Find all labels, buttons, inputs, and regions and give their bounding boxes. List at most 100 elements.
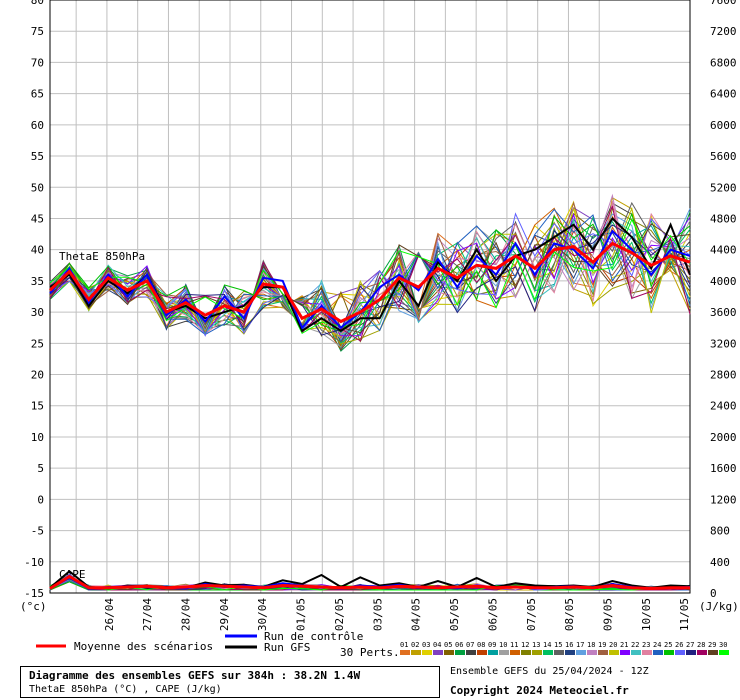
legend-pert-swatch [675, 650, 685, 655]
legend-pert-number: 19 [598, 641, 606, 649]
legend-pert-swatch [620, 650, 630, 655]
legend-pert-number: 07 [466, 641, 474, 649]
y-tick-label: 0 [37, 493, 44, 506]
run-info: Ensemble GEFS du 25/04/2024 - 12Z [450, 666, 649, 677]
legend-pert-swatch [598, 650, 608, 655]
legend-pert-number: 14 [543, 641, 551, 649]
legend-pert-number: 27 [686, 641, 694, 649]
legend-pert-number: 02 [411, 641, 419, 649]
series-cape-line-0 [49, 574, 690, 591]
x-tick-label: 10/05 [640, 598, 653, 631]
legend-pert-swatch [697, 650, 707, 655]
y-tick-label: 55 [31, 150, 44, 163]
x-tick-label: 26/04 [103, 598, 116, 631]
y-tick-label: 20 [31, 369, 44, 382]
x-tick-label: 29/04 [218, 598, 231, 631]
legend-pert-number: 03 [422, 641, 430, 649]
legend-pert-number: 28 [697, 641, 705, 649]
perturbation-line [49, 223, 691, 334]
y-tick-label: 45 [31, 212, 44, 225]
legend-pert-swatch [631, 650, 641, 655]
legend-perts-label: 30 Perts. [340, 646, 400, 659]
x-tick-label: 05/05 [448, 598, 461, 631]
legend-pert-swatch [554, 650, 564, 655]
y-tick-label: 30 [31, 306, 44, 319]
thetae-label: ThetaE 850hPa [59, 250, 145, 263]
y-axis-unit: (°c) [20, 600, 47, 613]
y-tick-label: 80 [31, 0, 44, 7]
y-tick-label: 35 [31, 275, 44, 288]
legend-pert-swatch [422, 650, 432, 655]
legend-pert-number: 15 [554, 641, 562, 649]
legend-pert-number: 25 [664, 641, 672, 649]
legend-pert-number: 18 [587, 641, 595, 649]
y-tick-label: 40 [31, 244, 44, 257]
y2-tick-label: 3600 [710, 306, 737, 319]
legend-pert-number: 06 [455, 641, 463, 649]
x-tick-label: 08/05 [563, 598, 576, 631]
chart-subtitle: ThetaE 850hPa (°C) , CAPE (J/kg) [29, 684, 222, 695]
x-tick-label: 30/04 [256, 598, 269, 631]
y2-tick-label: 5600 [710, 150, 737, 163]
y2-tick-label: 2000 [710, 431, 737, 444]
x-tick-label: 27/04 [141, 598, 154, 631]
y2-tick-label: 1600 [710, 462, 737, 475]
legend-pert-number: 04 [433, 641, 441, 649]
legend-pert-swatch [521, 650, 531, 655]
legend-moyenne-label: Moyenne des scénarios [74, 640, 213, 653]
legend-pert-swatch [609, 650, 619, 655]
y2-axis-unit: (J/kg) [699, 600, 739, 613]
y2-tick-label: 5200 [710, 181, 737, 194]
y2-tick-label: 4000 [710, 275, 737, 288]
legend-pert-swatch [466, 650, 476, 655]
x-tick-label: 28/04 [179, 598, 192, 631]
y-tick-label: -5 [31, 525, 44, 538]
chart-title: Diagramme des ensembles GEFS sur 384h : … [29, 669, 361, 682]
legend-pert-swatch [510, 650, 520, 655]
x-tick-label: 03/05 [371, 598, 384, 631]
legend-pert-swatch [576, 650, 586, 655]
legend-pert-swatch [400, 650, 410, 655]
y-tick-label: -15 [24, 587, 44, 600]
y-tick-label: 50 [31, 181, 44, 194]
legend-pert-swatch [499, 650, 509, 655]
y2-tick-label: 2400 [710, 400, 737, 413]
legend-pert-swatch [719, 650, 729, 655]
legend-pert-swatch [433, 650, 443, 655]
legend-pert-swatch [444, 650, 454, 655]
y2-tick-label: 3200 [710, 337, 737, 350]
legend-pert-number: 11 [510, 641, 518, 649]
x-tick-label: 11/05 [678, 598, 691, 631]
x-tick-label: 04/05 [410, 598, 423, 631]
legend-pert-swatch [455, 650, 465, 655]
y2-tick-label: 0 [710, 587, 717, 600]
legend-pert-number: 21 [620, 641, 628, 649]
y2-tick-label: 1200 [710, 493, 737, 506]
legend-pert-number: 09 [488, 641, 496, 649]
x-tick-label: 06/05 [486, 598, 499, 631]
y2-tick-label: 400 [710, 556, 730, 569]
y2-tick-label: 6000 [710, 119, 737, 132]
legend-pert-number: 24 [653, 641, 661, 649]
x-tick-label: 07/05 [525, 598, 538, 631]
series-line-0 [48, 241, 691, 324]
y2-tick-label: 7200 [710, 25, 737, 38]
y2-tick-label: 6400 [710, 88, 737, 101]
legend-pert-swatch [543, 650, 553, 655]
y-tick-label: 25 [31, 337, 44, 350]
legend-pert-swatch [532, 650, 542, 655]
y-tick-label: 70 [31, 56, 44, 69]
y-tick-label: 75 [31, 25, 44, 38]
legend-pert-swatch [488, 650, 498, 655]
legend-pert-number: 20 [609, 641, 617, 649]
legend-controle-label: Run de contrôle [264, 630, 363, 643]
legend-pert-number: 23 [642, 641, 650, 649]
legend-pert-swatch [653, 650, 663, 655]
legend-pert-swatch [587, 650, 597, 655]
legend-pert-number: 05 [444, 641, 452, 649]
legend-pert-number: 01 [400, 641, 408, 649]
legend-pert-number: 12 [521, 641, 529, 649]
legend-pert-swatch [642, 650, 652, 655]
y2-tick-label: 2800 [710, 369, 737, 382]
